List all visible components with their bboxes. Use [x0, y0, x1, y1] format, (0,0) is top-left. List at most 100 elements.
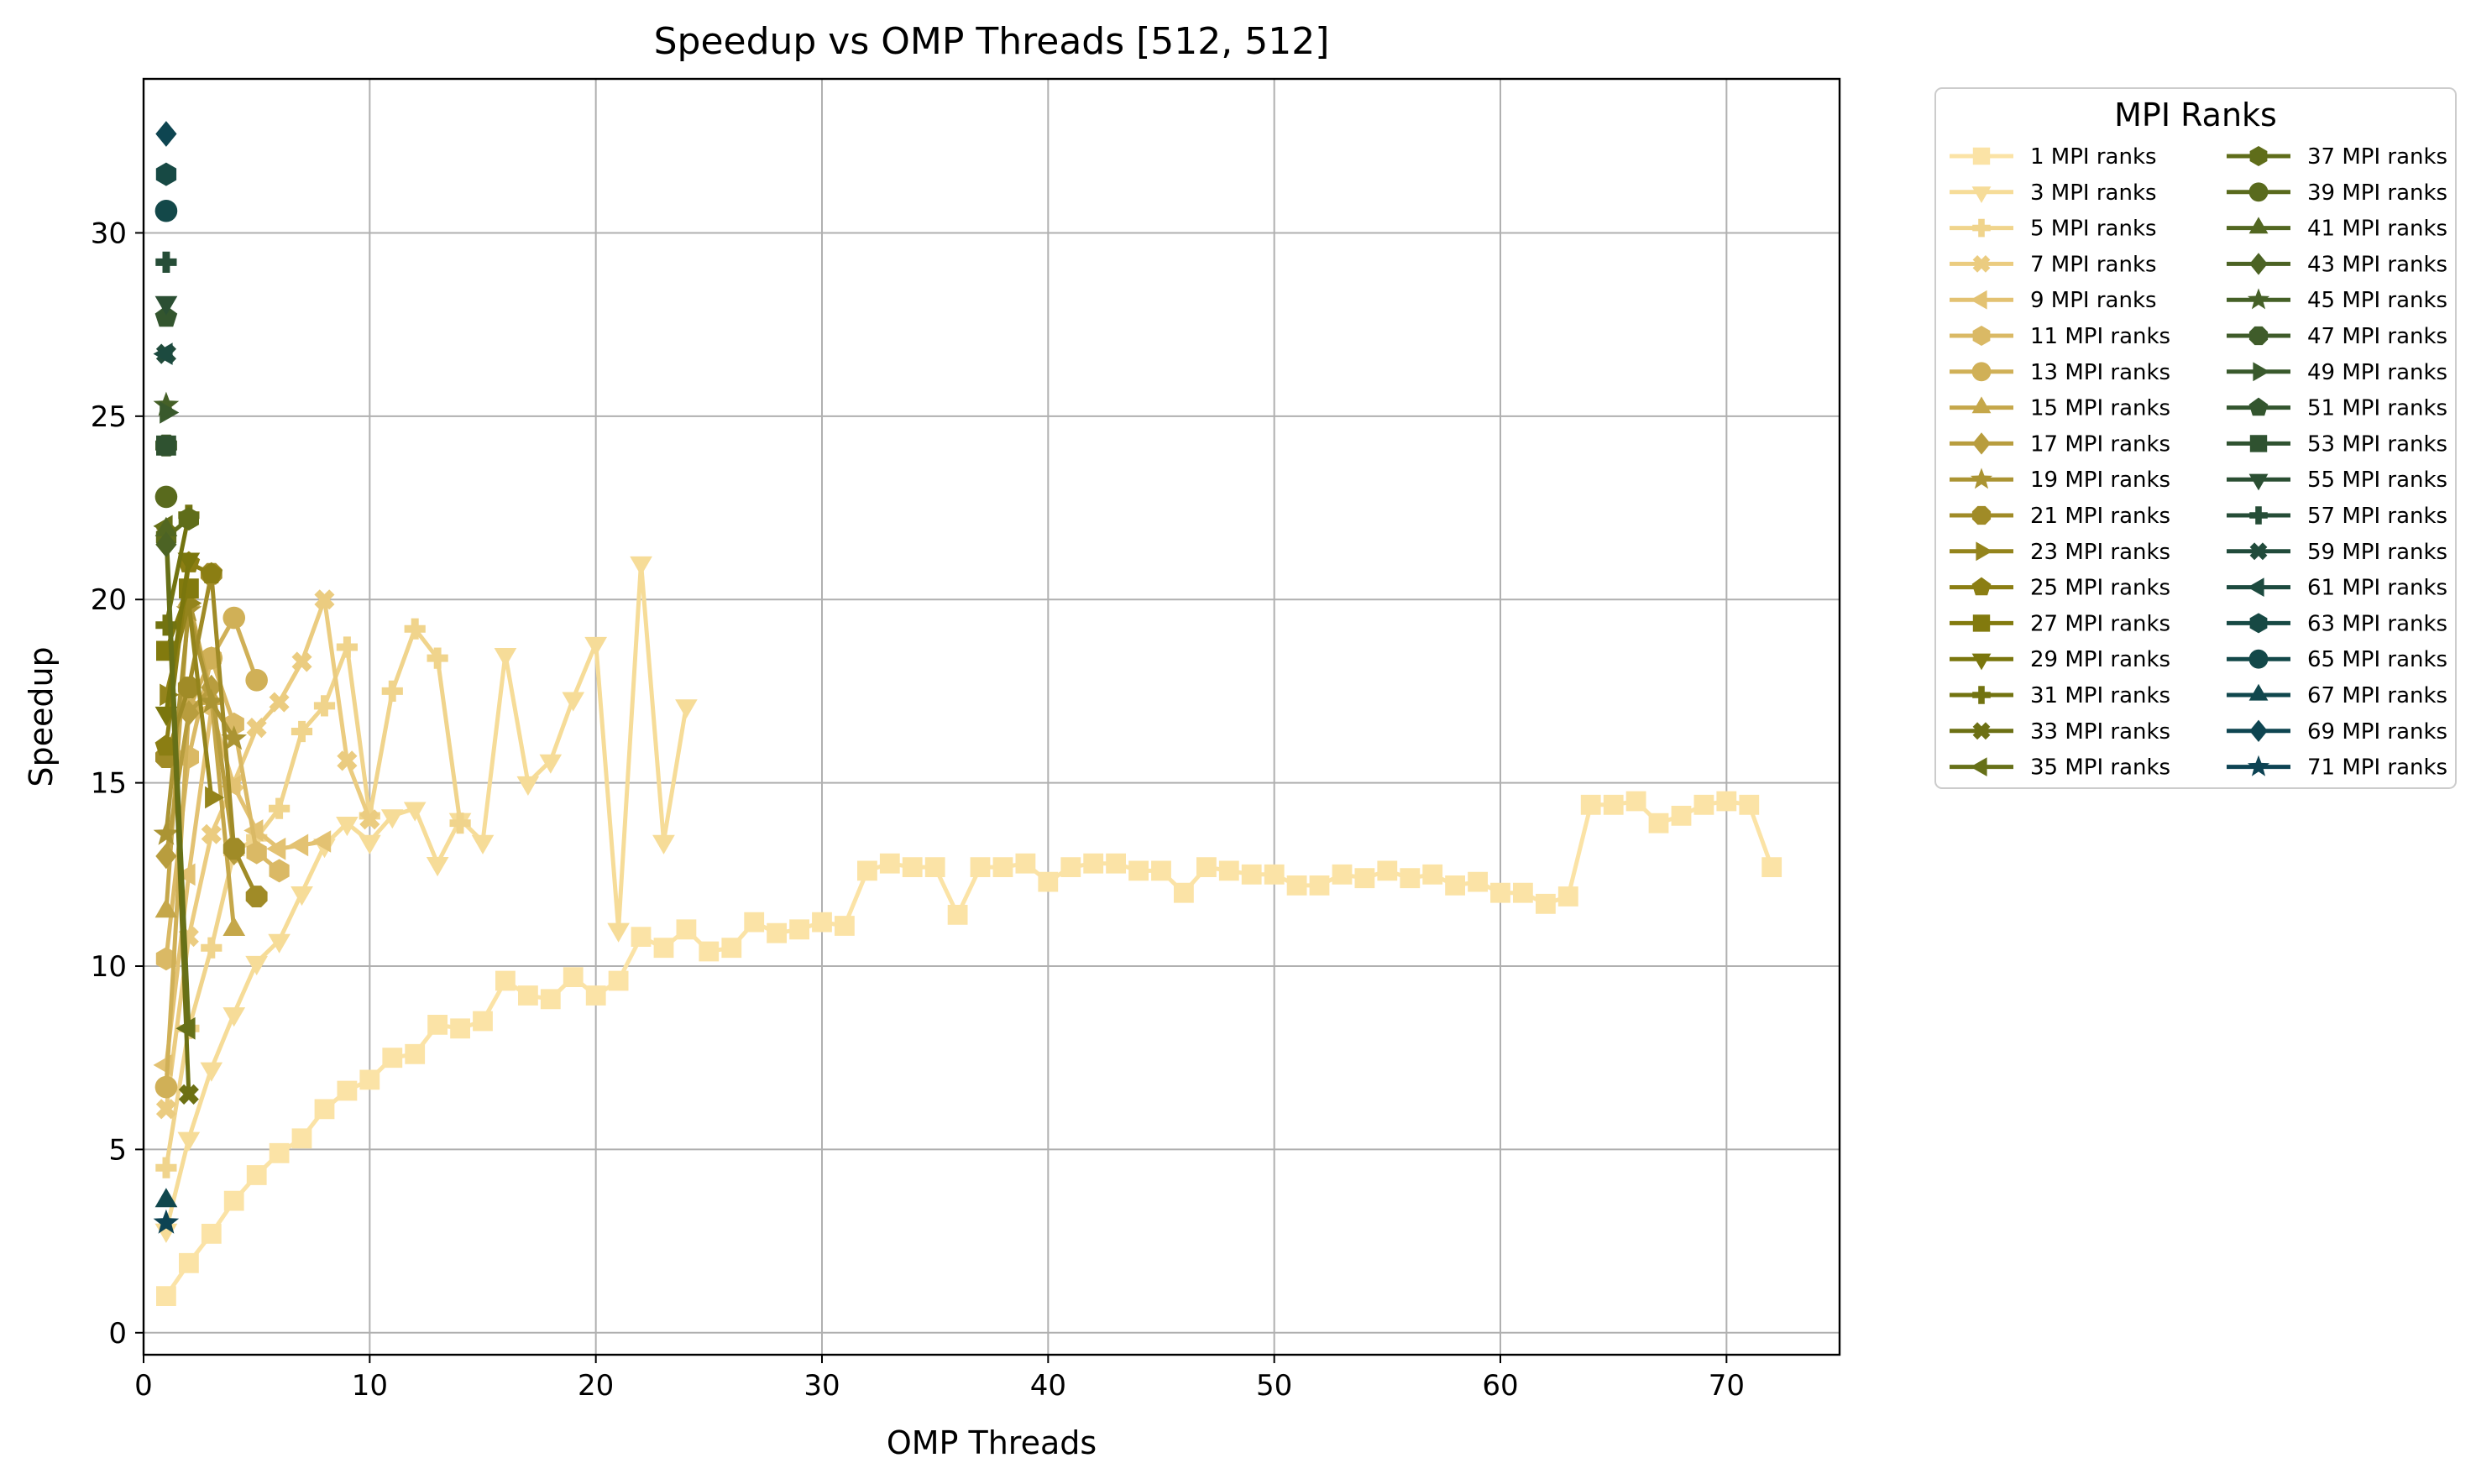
data-point [1083, 853, 1104, 874]
data-point [201, 823, 222, 844]
legend-label: 57 MPI ranks [2307, 504, 2447, 529]
legend-marker [1971, 505, 1992, 525]
legend-label: 7 MPI ranks [2030, 252, 2157, 277]
data-point [1332, 864, 1353, 885]
data-point [246, 840, 267, 865]
series-45-mpi-ranks [153, 391, 180, 416]
legend-marker [1970, 757, 1987, 776]
legend-label: 53 MPI ranks [2307, 431, 2447, 457]
series-57-mpi-ranks [155, 251, 177, 273]
legend-marker [2247, 577, 2264, 597]
legend-label: 3 MPI ranks [2030, 180, 2157, 206]
data-point [1060, 857, 1081, 877]
axis-ticks: 0 10 20 30 40 50 60 70 0 5 10 15 20 25 30 [91, 217, 1745, 1403]
data-point [403, 802, 427, 822]
data-point [608, 970, 629, 991]
data-point [314, 1099, 335, 1120]
legend-title: MPI Ranks [2114, 97, 2277, 133]
data-point [314, 589, 335, 610]
data-point [1106, 853, 1126, 874]
data-point [246, 718, 267, 739]
x-tick-label: 60 [1482, 1369, 1518, 1403]
chart-title: Speedup vs OMP Threads [512, 512] [654, 20, 1330, 63]
data-point [269, 797, 291, 819]
data-point [676, 919, 697, 940]
legend-marker [1971, 186, 1992, 203]
data-point [473, 1011, 493, 1032]
legend-marker [1972, 686, 1991, 704]
legend-marker [2247, 288, 2270, 310]
legend-frame [1934, 87, 2457, 789]
legend-item: 13 MPI ranks [1950, 360, 2170, 385]
data-point [291, 886, 313, 907]
data-point [449, 813, 471, 834]
data-point [516, 776, 540, 796]
data-point [1400, 868, 1421, 889]
legend-label: 39 MPI ranks [2307, 180, 2447, 206]
data-point [382, 1048, 403, 1069]
series-49-mpi-ranks [160, 401, 180, 424]
y-tick-label: 0 [108, 1317, 127, 1351]
data-point [1739, 794, 1760, 815]
data-point [1218, 860, 1239, 881]
legend-marker [2249, 719, 2268, 742]
data-point [767, 922, 787, 943]
series-65-mpi-ranks [154, 199, 178, 222]
legend-label: 71 MPI ranks [2307, 755, 2447, 781]
legend-item: 51 MPI ranks [2227, 396, 2447, 421]
data-point [154, 485, 178, 509]
legend-item: 61 MPI ranks [2227, 576, 2447, 601]
data-point [1761, 857, 1782, 877]
legend-label: 45 MPI ranks [2307, 288, 2447, 313]
legend-marker [2248, 326, 2269, 346]
data-point [518, 985, 538, 1006]
x-tick-label: 10 [352, 1369, 388, 1403]
legend-marker [2249, 146, 2268, 166]
x-tick-label: 0 [134, 1369, 153, 1403]
y-axis-label: Speedup [23, 646, 60, 786]
data-point [291, 720, 313, 743]
legend-item: 25 MPI ranks [1950, 576, 2170, 601]
data-point [154, 1188, 178, 1208]
legend-item: 27 MPI ranks [1950, 611, 2170, 636]
data-point [1468, 871, 1488, 892]
legend-label: 1 MPI ranks [2030, 144, 2157, 170]
legend-label: 65 MPI ranks [2307, 647, 2447, 672]
data-point [336, 636, 358, 658]
data-point [155, 1099, 176, 1120]
data-point [289, 833, 309, 857]
legend-label: 35 MPI ranks [2030, 755, 2170, 781]
data-point [1490, 882, 1510, 903]
series-63-mpi-ranks [155, 162, 177, 186]
y-tick-label: 5 [108, 1133, 127, 1167]
data-point [970, 857, 991, 877]
data-point [947, 905, 968, 925]
series-7-mpi-ranks [155, 589, 380, 1120]
legend-label: 21 MPI ranks [2030, 504, 2170, 529]
data-point [1603, 794, 1624, 815]
legend-marker [2253, 362, 2270, 382]
grid-lines [143, 79, 1840, 1355]
series-1-mpi-ranks [156, 791, 1782, 1306]
data-point [156, 435, 176, 456]
legend-marker [2249, 506, 2268, 525]
data-point [539, 754, 563, 774]
data-point [879, 853, 900, 874]
data-point [155, 843, 177, 870]
legend-label: 29 MPI ranks [2030, 647, 2170, 672]
data-point [359, 809, 380, 830]
legend-marker [2249, 435, 2268, 452]
data-point [450, 1018, 470, 1039]
data-point [175, 863, 196, 886]
data-point [699, 941, 720, 962]
data-point [156, 1286, 176, 1306]
data-point [789, 919, 809, 940]
data-point [1536, 893, 1556, 914]
data-point [179, 1252, 199, 1273]
series-line [164, 558, 191, 713]
data-point [177, 677, 200, 698]
data-point [1015, 853, 1036, 874]
legend-item: 41 MPI ranks [2227, 217, 2447, 242]
legend-item: 19 MPI ranks [1950, 468, 2170, 493]
